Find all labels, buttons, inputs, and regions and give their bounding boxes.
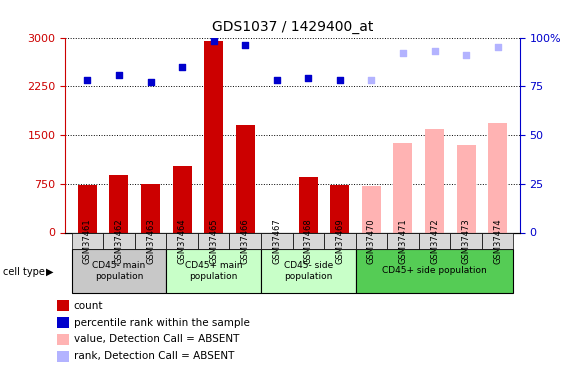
Point bbox=[398, 50, 407, 56]
Point bbox=[335, 77, 344, 83]
Bar bbox=[356, 249, 513, 292]
Text: CD45+ main
population: CD45+ main population bbox=[185, 261, 243, 280]
Text: value, Detection Call = ABSENT: value, Detection Call = ABSENT bbox=[74, 334, 239, 344]
Bar bbox=[135, 232, 166, 249]
Bar bbox=[299, 177, 318, 232]
Bar bbox=[261, 232, 293, 249]
Bar bbox=[72, 249, 166, 292]
Point bbox=[146, 80, 155, 86]
Text: CD45- side
population: CD45- side population bbox=[283, 261, 333, 280]
Point bbox=[83, 77, 92, 83]
Text: GSM37469: GSM37469 bbox=[335, 218, 344, 264]
Bar bbox=[362, 186, 381, 232]
Bar bbox=[103, 232, 135, 249]
Bar bbox=[173, 165, 191, 232]
Text: GSM37472: GSM37472 bbox=[430, 218, 439, 264]
Bar bbox=[78, 185, 97, 232]
Bar bbox=[425, 129, 444, 232]
Bar bbox=[198, 232, 229, 249]
Text: CD45+ side population: CD45+ side population bbox=[382, 266, 487, 275]
Bar bbox=[293, 232, 324, 249]
Text: percentile rank within the sample: percentile rank within the sample bbox=[74, 318, 250, 327]
Bar bbox=[72, 232, 103, 249]
Text: rank, Detection Call = ABSENT: rank, Detection Call = ABSENT bbox=[74, 351, 234, 361]
Text: GSM37468: GSM37468 bbox=[304, 218, 313, 264]
Bar bbox=[261, 249, 356, 292]
Point bbox=[114, 72, 123, 78]
Bar bbox=[229, 232, 261, 249]
Bar bbox=[324, 232, 356, 249]
Bar bbox=[394, 143, 412, 232]
Text: CD45- main
population: CD45- main population bbox=[93, 261, 145, 280]
Text: cell type: cell type bbox=[3, 267, 45, 277]
Bar bbox=[110, 175, 128, 232]
Text: GSM37463: GSM37463 bbox=[146, 218, 155, 264]
Text: ▶: ▶ bbox=[47, 267, 54, 277]
Point bbox=[367, 77, 376, 83]
Point bbox=[304, 75, 313, 81]
Bar bbox=[331, 185, 349, 232]
Bar bbox=[166, 232, 198, 249]
Point bbox=[178, 64, 187, 70]
Bar bbox=[166, 249, 261, 292]
Point bbox=[272, 77, 281, 83]
Text: GSM37461: GSM37461 bbox=[83, 218, 92, 264]
Bar bbox=[204, 41, 223, 232]
Title: GDS1037 / 1429400_at: GDS1037 / 1429400_at bbox=[212, 20, 373, 34]
Bar bbox=[419, 232, 450, 249]
Point bbox=[430, 48, 439, 54]
Text: GSM37473: GSM37473 bbox=[462, 218, 470, 264]
Point bbox=[462, 52, 471, 58]
Point bbox=[241, 42, 250, 48]
Text: GSM37465: GSM37465 bbox=[209, 218, 218, 264]
Bar bbox=[141, 184, 160, 232]
Bar bbox=[482, 232, 513, 249]
Text: GSM37462: GSM37462 bbox=[115, 218, 123, 264]
Point bbox=[209, 38, 218, 44]
Point bbox=[493, 44, 502, 50]
Bar bbox=[356, 232, 387, 249]
Bar bbox=[387, 232, 419, 249]
Text: GSM37474: GSM37474 bbox=[493, 218, 502, 264]
Text: GSM37466: GSM37466 bbox=[241, 218, 250, 264]
Bar bbox=[457, 145, 475, 232]
Text: GSM37470: GSM37470 bbox=[367, 218, 376, 264]
Text: count: count bbox=[74, 301, 103, 310]
Text: GSM37467: GSM37467 bbox=[272, 218, 281, 264]
Bar bbox=[236, 125, 254, 232]
Text: GSM37471: GSM37471 bbox=[399, 218, 407, 264]
Text: GSM37464: GSM37464 bbox=[178, 218, 186, 264]
Bar bbox=[488, 123, 507, 232]
Bar bbox=[450, 232, 482, 249]
